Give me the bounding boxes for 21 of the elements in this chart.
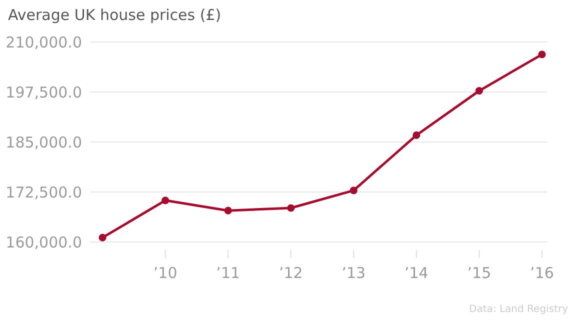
y-tick-label: 160,000.0: [6, 233, 82, 252]
chart-title: Average UK house prices (£): [8, 6, 222, 24]
x-tick-label: ’15: [467, 264, 492, 282]
x-tick-label: ’14: [404, 264, 428, 282]
point: [350, 186, 358, 194]
x-tick-label: ’10: [153, 264, 178, 282]
x-tick-label: ’11: [216, 264, 240, 282]
point: [412, 131, 420, 139]
point: [287, 204, 295, 212]
point: [538, 50, 546, 58]
y-tick-label: 197,500.0: [6, 83, 82, 102]
x-tick-label: ’12: [278, 264, 303, 282]
point: [98, 234, 106, 242]
y-tick-label: 172,500.0: [6, 183, 82, 202]
point: [475, 87, 484, 95]
y-tick-label: 185,000.0: [6, 133, 82, 152]
point: [224, 206, 232, 214]
x-tick-label: ’16: [530, 264, 554, 282]
x-tick-label: ’13: [342, 264, 366, 282]
point: [162, 196, 170, 204]
y-tick-label: 210,000.0: [6, 33, 82, 52]
